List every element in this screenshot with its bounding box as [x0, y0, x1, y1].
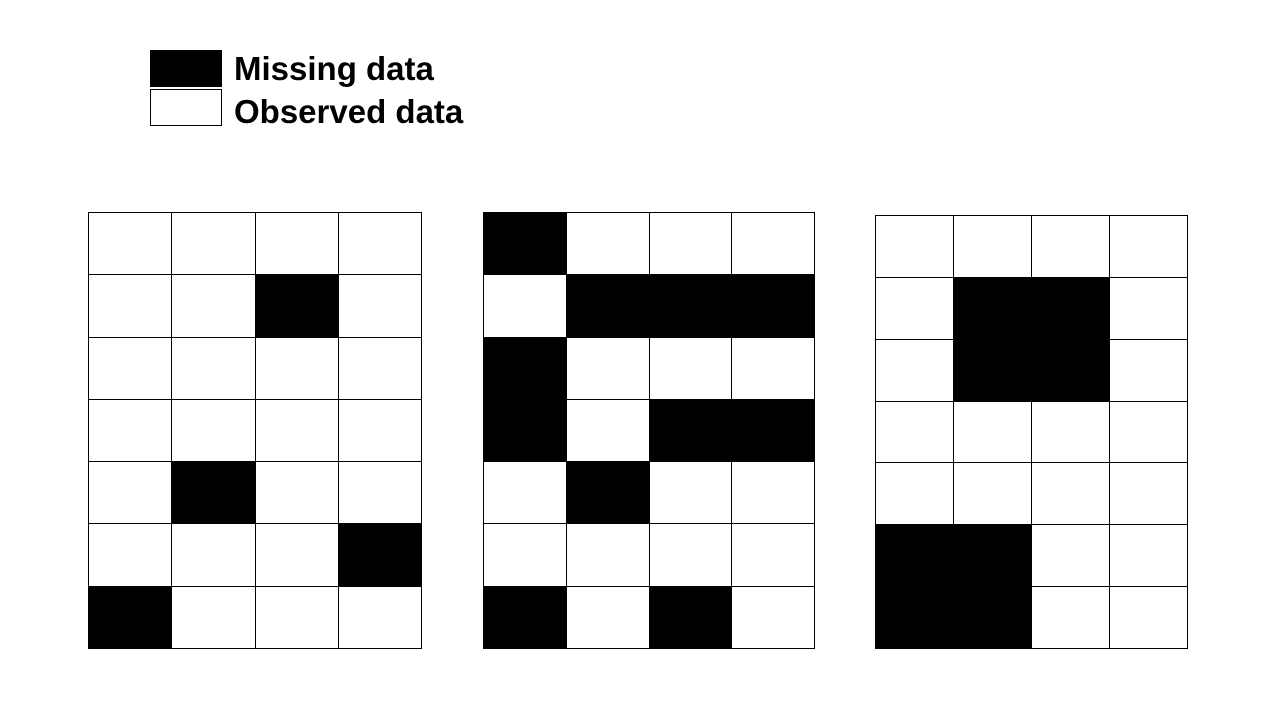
- observed-cell-r5-c1: [89, 462, 173, 525]
- missing-cell-r5-c2: [566, 462, 650, 525]
- observed-cell-r6-c2: [172, 524, 256, 587]
- observed-cell-r2-c1: [89, 275, 173, 338]
- observed-cell-r4-c1: [876, 401, 954, 464]
- observed-cell-r1-c4: [732, 213, 815, 276]
- observed-cell-r7-c3: [1032, 587, 1110, 649]
- observed-cell-r4-c4: [338, 399, 422, 463]
- observed-cell-r7-c4: [732, 586, 815, 649]
- missing-cell-r2-c3: [649, 275, 733, 338]
- observed-cell-r5-c3: [255, 462, 339, 525]
- observed-cell-r3-c2: [172, 337, 256, 400]
- observed-cell-r6-c3: [649, 524, 733, 587]
- observed-cell-r5-c3: [649, 462, 733, 525]
- missing-cell-r7-c2: [954, 587, 1032, 649]
- observed-cell-r1-c4: [338, 213, 422, 276]
- missing-cell-r4-c1: [484, 399, 567, 463]
- missing-cell-r2-c3: [255, 275, 339, 338]
- observed-cell-r1-c2: [566, 213, 650, 276]
- missing-cell-r4-c4: [732, 399, 815, 463]
- observed-cell-r5-c2: [954, 463, 1032, 526]
- pattern-grid-1: [88, 212, 422, 649]
- observed-cell-r5-c1: [484, 462, 567, 525]
- missing-cell-r3-c2: [954, 339, 1032, 402]
- missing-cell-r3-c3: [1032, 339, 1110, 402]
- observed-cell-r1-c3: [649, 213, 733, 276]
- missing-cell-r2-c2: [566, 275, 650, 338]
- observed-cell-r3-c1: [89, 337, 173, 400]
- observed-cell-r2-c1: [484, 275, 567, 338]
- missing-cell-r4-c3: [649, 399, 733, 463]
- observed-cell-r1-c3: [255, 213, 339, 276]
- observed-cell-r1-c2: [954, 216, 1032, 278]
- observed-cell-r6-c3: [255, 524, 339, 587]
- observed-cell-r5-c4: [732, 462, 815, 525]
- missing-cell-r2-c4: [732, 275, 815, 338]
- missing-cell-r7-c1: [484, 586, 567, 649]
- observed-cell-r6-c3: [1032, 525, 1110, 588]
- missing-cell-r2-c3: [1032, 277, 1110, 340]
- observed-cell-r6-c1: [484, 524, 567, 587]
- missing-cell-r7-c1: [89, 586, 173, 649]
- observed-cell-r3-c4: [338, 337, 422, 400]
- observed-cell-r4-c3: [1032, 401, 1110, 464]
- observed-cell-r4-c3: [255, 399, 339, 463]
- missing-cell-r6-c4: [338, 524, 422, 587]
- observed-cell-r3-c3: [255, 337, 339, 400]
- missing-cell-r7-c1: [876, 587, 954, 649]
- observed-cell-r1-c2: [172, 213, 256, 276]
- observed-cell-r4-c2: [954, 401, 1032, 464]
- observed-cell-r3-c3: [649, 337, 733, 400]
- legend-label-missing: Missing data: [234, 50, 434, 87]
- missing-cell-r6-c1: [876, 525, 954, 588]
- observed-cell-r2-c4: [1110, 277, 1188, 340]
- observed-cell-r5-c4: [338, 462, 422, 525]
- observed-cell-r7-c2: [172, 586, 256, 649]
- observed-cell-r3-c2: [566, 337, 650, 400]
- observed-cell-r7-c4: [338, 586, 422, 649]
- observed-cell-r4-c2: [566, 399, 650, 463]
- observed-cell-r7-c3: [255, 586, 339, 649]
- observed-cell-r5-c4: [1110, 463, 1188, 526]
- observed-cell-r6-c1: [89, 524, 173, 587]
- pattern-grid-3: [875, 215, 1188, 649]
- missing-cell-r2-c2: [954, 277, 1032, 340]
- observed-cell-r4-c4: [1110, 401, 1188, 464]
- observed-cell-r2-c2: [172, 275, 256, 338]
- observed-cell-r6-c4: [732, 524, 815, 587]
- observed-cell-r1-c4: [1110, 216, 1188, 278]
- observed-cell-r5-c1: [876, 463, 954, 526]
- observed-cell-r3-c1: [876, 339, 954, 402]
- legend-swatch-observed: [150, 89, 222, 126]
- observed-cell-r1-c1: [876, 216, 954, 278]
- observed-cell-r5-c3: [1032, 463, 1110, 526]
- missing-cell-r6-c2: [954, 525, 1032, 588]
- observed-cell-r3-c4: [1110, 339, 1188, 402]
- observed-cell-r1-c3: [1032, 216, 1110, 278]
- legend-swatch-missing: [150, 50, 222, 87]
- observed-cell-r4-c2: [172, 399, 256, 463]
- pattern-grid-2: [483, 212, 815, 649]
- observed-cell-r3-c4: [732, 337, 815, 400]
- legend-label-observed: Observed data: [234, 93, 464, 130]
- missing-cell-r1-c1: [484, 213, 567, 276]
- observed-cell-r6-c2: [566, 524, 650, 587]
- observed-cell-r7-c2: [566, 586, 650, 649]
- observed-cell-r6-c4: [1110, 525, 1188, 588]
- observed-cell-r7-c4: [1110, 587, 1188, 649]
- observed-cell-r1-c1: [89, 213, 173, 276]
- missing-cell-r3-c1: [484, 337, 567, 400]
- observed-cell-r4-c1: [89, 399, 173, 463]
- observed-cell-r2-c4: [338, 275, 422, 338]
- observed-cell-r2-c1: [876, 277, 954, 340]
- missing-cell-r7-c3: [649, 586, 733, 649]
- missing-cell-r5-c2: [172, 462, 256, 525]
